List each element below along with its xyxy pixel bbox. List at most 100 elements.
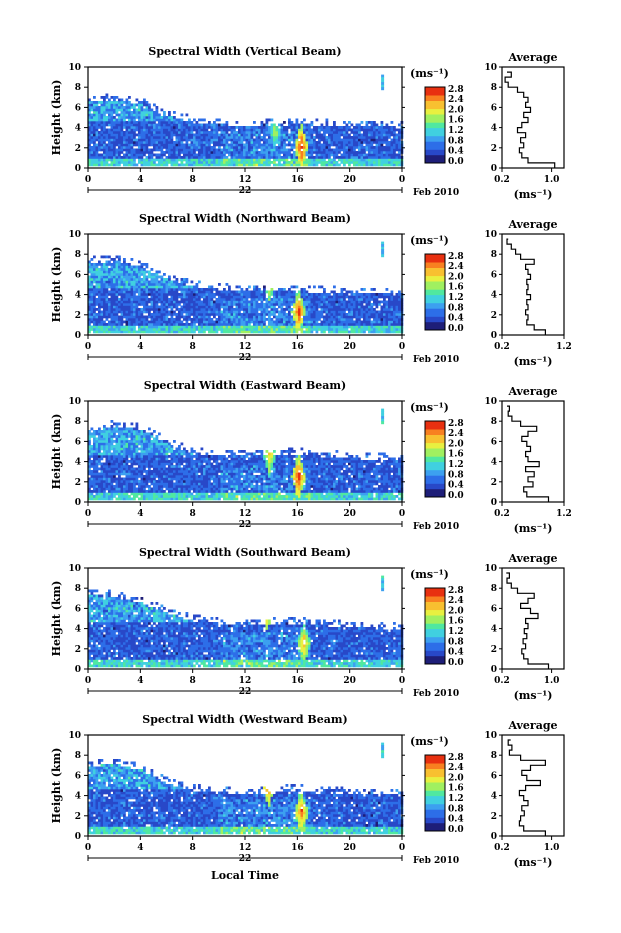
heatmap-cell bbox=[393, 129, 396, 132]
heatmap-cell bbox=[338, 139, 341, 142]
heatmap-cell bbox=[138, 144, 141, 147]
heatmap-cell bbox=[396, 149, 399, 152]
heatmap-cell bbox=[376, 303, 379, 306]
heatmap-cell bbox=[288, 291, 291, 294]
heatmap-cell bbox=[188, 154, 191, 157]
heatmap-cell bbox=[91, 131, 94, 134]
heatmap-cell bbox=[363, 298, 366, 301]
heatmap-cell bbox=[368, 311, 371, 314]
heatmap-cell bbox=[113, 311, 116, 314]
heatmap-cell bbox=[128, 154, 131, 157]
heatmap-cell bbox=[233, 161, 236, 164]
heatmap-cell bbox=[363, 156, 366, 159]
heatmap-cell bbox=[103, 136, 106, 139]
heatmap-cell bbox=[241, 151, 244, 154]
heatmap-cell bbox=[236, 331, 239, 334]
heatmap-cell bbox=[166, 331, 169, 334]
heatmap-cell bbox=[201, 318, 204, 321]
heatmap-cell bbox=[273, 296, 276, 299]
heatmap-cell bbox=[138, 303, 141, 306]
heatmap-cell bbox=[226, 124, 229, 127]
heatmap-cell bbox=[113, 326, 116, 329]
heatmap-cell bbox=[126, 308, 129, 311]
heatmap-cell bbox=[208, 306, 211, 309]
heatmap-cell bbox=[193, 288, 196, 291]
heatmap-cell bbox=[251, 126, 254, 129]
heatmap-cell bbox=[108, 308, 111, 311]
heatmap-cell bbox=[301, 288, 304, 291]
heatmap-cell bbox=[141, 156, 144, 159]
heatmap-cell bbox=[171, 318, 174, 321]
heatmap-cell bbox=[98, 291, 101, 294]
heatmap-cell bbox=[263, 296, 266, 299]
heatmap-cell bbox=[298, 149, 301, 152]
heatmap-cell bbox=[261, 149, 264, 152]
heatmap-cell bbox=[213, 136, 216, 139]
heatmap-cell bbox=[113, 278, 116, 281]
heatmap-cell bbox=[131, 141, 134, 144]
heatmap-cell bbox=[303, 144, 306, 147]
heatmap-cell bbox=[173, 141, 176, 144]
heatmap-cell bbox=[328, 293, 331, 296]
heatmap-cell bbox=[386, 154, 389, 157]
heatmap-cell bbox=[298, 303, 301, 306]
heatmap-cell bbox=[313, 286, 316, 289]
heatmap-cell bbox=[101, 126, 104, 129]
heatmap-cell bbox=[296, 164, 299, 167]
heatmap-cell bbox=[148, 136, 151, 139]
heatmap-cell bbox=[373, 308, 376, 311]
heatmap-cell bbox=[223, 136, 226, 139]
heatmap-cell bbox=[238, 308, 241, 311]
heatmap-cell bbox=[301, 306, 304, 309]
heatmap-cell bbox=[116, 286, 119, 289]
heatmap-cell bbox=[106, 144, 109, 147]
heatmap-cell bbox=[326, 126, 329, 129]
colorbar-swatch bbox=[425, 95, 445, 98]
heatmap-cell bbox=[233, 318, 236, 321]
heatmap-cell bbox=[93, 306, 96, 309]
heatmap-cell bbox=[256, 161, 259, 164]
heatmap-cell bbox=[108, 261, 111, 264]
heatmap-cell bbox=[196, 316, 199, 319]
heatmap-cell bbox=[326, 316, 329, 319]
heatmap-cell bbox=[128, 328, 131, 331]
heatmap-cell bbox=[383, 326, 386, 329]
heatmap-cell bbox=[218, 134, 221, 137]
x-tick-label: 12 bbox=[239, 175, 252, 185]
heatmap-cell bbox=[161, 154, 164, 157]
heatmap-cell bbox=[223, 288, 226, 291]
heatmap-cell bbox=[346, 296, 349, 299]
heatmap-cell bbox=[293, 321, 296, 324]
heatmap-cell bbox=[391, 146, 394, 149]
heatmap-cell bbox=[263, 141, 266, 144]
heatmap-cell bbox=[111, 323, 114, 326]
heatmap-cell bbox=[323, 328, 326, 331]
heatmap-cell bbox=[203, 164, 206, 167]
heatmap-cell bbox=[226, 303, 229, 306]
heatmap-cell bbox=[396, 298, 399, 301]
heatmap-cell bbox=[213, 311, 216, 314]
heatmap-cell bbox=[278, 303, 281, 306]
heatmap-cell bbox=[201, 146, 204, 149]
heatmap-cell bbox=[98, 136, 101, 139]
heatmap-cell bbox=[236, 141, 239, 144]
heatmap-cell bbox=[236, 134, 239, 137]
heatmap-cell bbox=[96, 321, 99, 324]
heatmap-cell bbox=[263, 298, 266, 301]
heatmap-cell bbox=[126, 129, 129, 132]
heatmap-cell bbox=[153, 126, 156, 129]
heatmap-cell bbox=[233, 146, 236, 149]
heatmap-cell bbox=[178, 141, 181, 144]
heatmap-cell bbox=[133, 271, 136, 274]
heatmap-cell bbox=[368, 328, 371, 331]
heatmap-cell bbox=[121, 268, 124, 271]
heatmap-cell bbox=[263, 161, 266, 164]
heatmap-cell bbox=[198, 318, 201, 321]
heatmap-cell bbox=[131, 288, 134, 291]
heatmap-cell bbox=[121, 316, 124, 319]
heatmap-cell bbox=[128, 109, 131, 112]
heatmap-cell bbox=[383, 331, 386, 334]
heatmap-cell bbox=[353, 311, 356, 314]
heatmap-cell bbox=[123, 281, 126, 284]
heatmap-cell bbox=[238, 328, 241, 331]
